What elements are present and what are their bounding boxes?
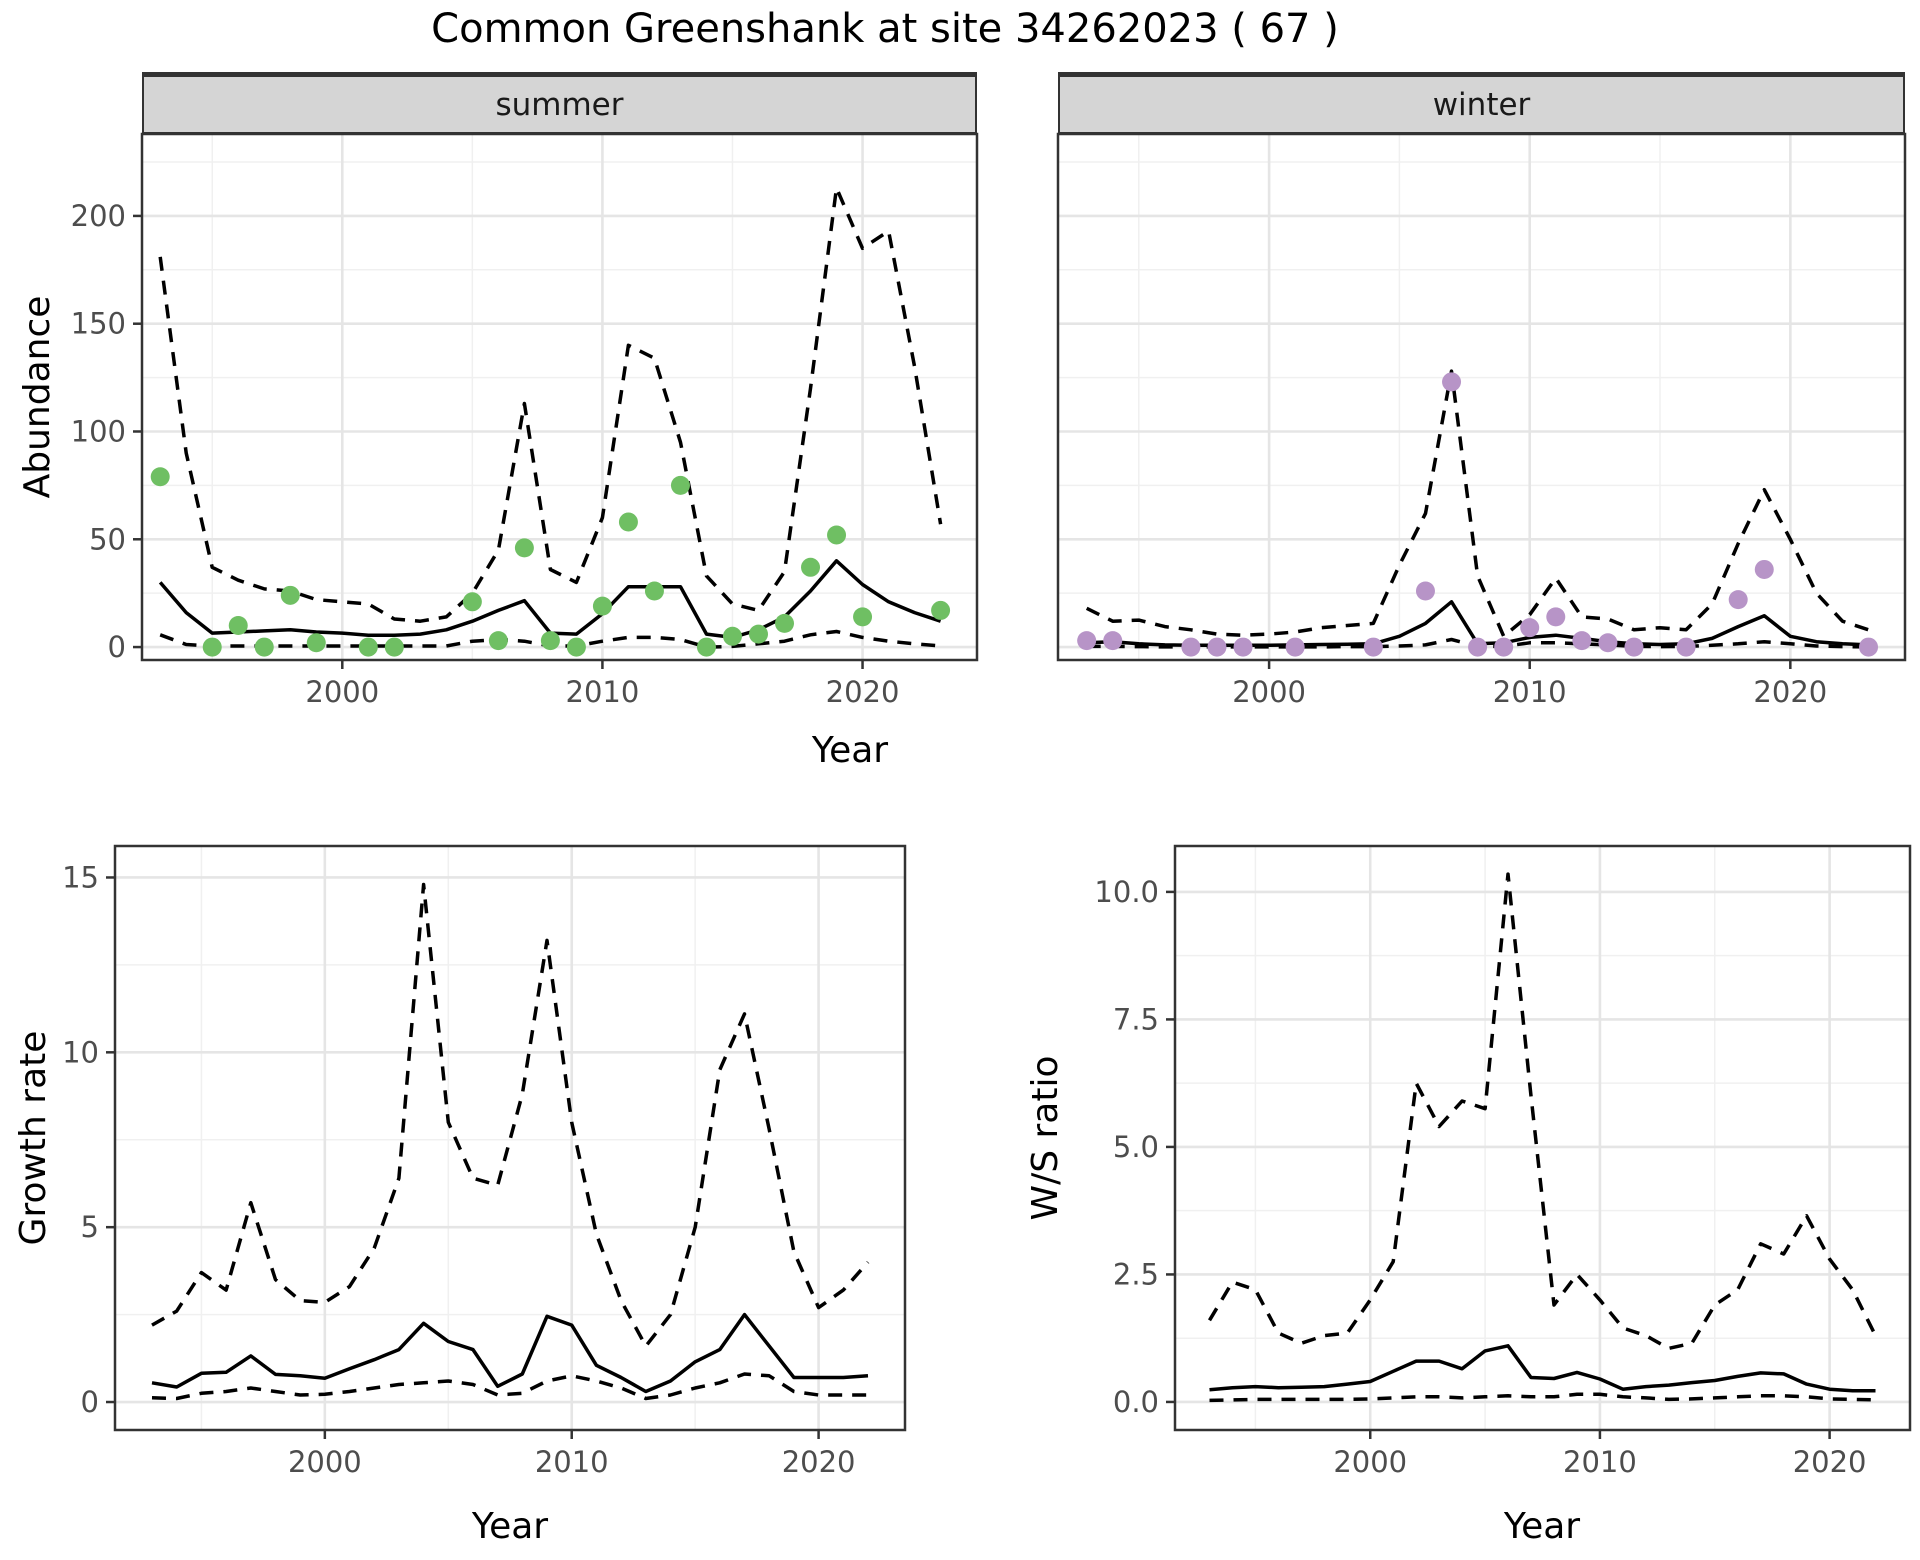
observed-summer-counts-point — [931, 600, 951, 620]
growth-rate-y-tick-label: 15 — [62, 860, 99, 894]
growth-rate-panel-background — [115, 846, 905, 1430]
observed-summer-counts-point — [775, 613, 795, 633]
observed-summer-counts-point — [358, 637, 378, 657]
observed-summer-counts-point — [696, 637, 716, 657]
growth-rate-x-tick-label: 2010 — [535, 1445, 609, 1479]
observed-summer-counts-point — [853, 607, 873, 627]
ws-ratio-y-tick-label: 7.5 — [1113, 1002, 1159, 1036]
abundance-summer-panel-background — [142, 134, 977, 660]
observed-summer-counts-point — [644, 581, 664, 601]
growth-rate-median-line — [151, 1312, 869, 1394]
growth-rate-panel-border — [113, 844, 907, 1432]
observed-winter-counts-point — [1103, 631, 1123, 651]
observed-summer-counts-point — [306, 633, 326, 653]
ws-ratio-x-tick-label: 2010 — [1563, 1445, 1637, 1479]
growth-rate-lower-ci-line — [151, 1372, 868, 1401]
ws-ratio-y-tick-label: 5.0 — [1113, 1130, 1159, 1164]
ws-ratio-median-line — [1209, 1344, 1876, 1393]
ws-ratio-y-tick-label: 0.0 — [1113, 1385, 1159, 1419]
observed-summer-counts-point — [670, 475, 690, 495]
observed-summer-counts-point — [748, 624, 768, 644]
observed-summer-counts-point — [202, 637, 222, 657]
facet-strip-winter-label: winter — [1432, 86, 1531, 123]
abundance-summer-x-tick-label: 2000 — [305, 675, 379, 709]
observed-winter-counts-point — [1233, 637, 1253, 657]
x-axis-title-top: Year — [811, 730, 889, 771]
ws-ratio-panel-border — [1173, 844, 1912, 1432]
growth-rate-y-tick-label: 5 — [81, 1210, 99, 1244]
observed-winter-counts-point — [1754, 559, 1774, 579]
ws-ratio-x-tick-label: 2000 — [1333, 1445, 1407, 1479]
observed-winter-counts-point — [1442, 372, 1462, 392]
observed-summer-counts-point — [801, 557, 821, 577]
abundance-winter-upper-ci-line — [1085, 369, 1870, 639]
abundance-summer-x-tick-label: 2020 — [826, 675, 900, 709]
y-axis-title-growth-rate: Growth rate — [13, 1030, 54, 1246]
observed-winter-counts-point — [1494, 637, 1514, 657]
growth-rate-y-tick-label: 0 — [81, 1385, 99, 1419]
observed-winter-counts-point — [1077, 631, 1097, 651]
observed-summer-counts-point — [540, 631, 560, 651]
observed-winter-counts-point — [1598, 633, 1618, 653]
observed-summer-counts-point — [514, 538, 534, 558]
observed-winter-counts-point — [1624, 637, 1644, 657]
ws-ratio-upper-ci-line — [1207, 872, 1878, 1351]
abundance-summer-y-tick-label: 100 — [71, 414, 126, 448]
abundance-winter-panel-border — [1056, 132, 1907, 662]
observed-summer-counts-point — [384, 637, 404, 657]
observed-summer-counts-point — [592, 596, 612, 616]
ws-ratio-lower-ci-line — [1209, 1392, 1876, 1403]
ws-ratio-y-tick-label: 10.0 — [1094, 875, 1159, 909]
observed-winter-counts-point — [1468, 637, 1488, 657]
facet-strip-summer: summer — [142, 72, 977, 134]
growth-rate-x-tick-label: 2020 — [782, 1445, 856, 1479]
facet-strip-winter: winter — [1058, 72, 1905, 134]
observed-winter-counts-point — [1859, 637, 1879, 657]
observed-summer-counts-point — [150, 467, 170, 487]
x-axis-title-bottom-left: Year — [471, 1506, 549, 1547]
abundance-summer-x-tick-label: 2010 — [566, 675, 640, 709]
abundance-summer-y-tick-label: 150 — [71, 307, 126, 341]
y-axis-title-ws-ratio: W/S ratio — [1025, 1055, 1066, 1221]
observed-winter-counts-point — [1728, 590, 1748, 610]
abundance-winter-x-tick-label: 2010 — [1493, 675, 1567, 709]
facet-strip-summer-label: summer — [495, 86, 624, 123]
abundance-summer-panel-border — [140, 132, 979, 662]
observed-summer-counts-point — [254, 637, 274, 657]
observed-winter-counts-point — [1676, 637, 1696, 657]
observed-summer-counts-point — [827, 525, 847, 545]
ws-ratio-y-tick-label: 2.5 — [1113, 1257, 1159, 1291]
observed-winter-counts-point — [1415, 581, 1435, 601]
observed-winter-counts-point — [1207, 637, 1227, 657]
x-axis-title-bottom-right: Year — [1503, 1506, 1581, 1547]
abundance-summer-y-tick-label: 200 — [71, 199, 126, 233]
observed-winter-counts-point — [1546, 607, 1566, 627]
abundance-winter-x-tick-label: 2000 — [1232, 675, 1306, 709]
growth-rate-x-tick-label: 2000 — [288, 1445, 362, 1479]
growth-rate-upper-ci-line — [151, 882, 870, 1348]
observed-winter-counts-point — [1572, 631, 1592, 651]
observed-summer-counts-point — [566, 637, 586, 657]
ws-ratio-panel-background — [1175, 846, 1910, 1430]
observed-summer-counts-point — [280, 585, 300, 605]
growth-rate-y-tick-label: 10 — [62, 1035, 99, 1069]
ws-ratio-x-tick-label: 2020 — [1793, 1445, 1867, 1479]
abundance-winter-x-tick-label: 2020 — [1753, 675, 1827, 709]
observed-winter-counts-point — [1181, 637, 1201, 657]
observed-summer-counts-point — [722, 626, 742, 646]
observed-summer-counts-point — [228, 616, 248, 636]
page-title: Common Greenshank at site 34262023 ( 67 … — [431, 6, 1339, 52]
observed-winter-counts-point — [1520, 618, 1540, 638]
observed-summer-counts-point — [462, 592, 482, 612]
observed-summer-counts-point — [488, 631, 508, 651]
observed-winter-counts-point — [1285, 637, 1305, 657]
abundance-summer-y-tick-label: 0 — [108, 630, 126, 664]
y-axis-title-abundance: Abundance — [17, 295, 58, 499]
observed-winter-counts-point — [1363, 637, 1383, 657]
abundance-summer-y-tick-label: 50 — [89, 522, 126, 556]
observed-summer-counts-point — [618, 512, 638, 532]
